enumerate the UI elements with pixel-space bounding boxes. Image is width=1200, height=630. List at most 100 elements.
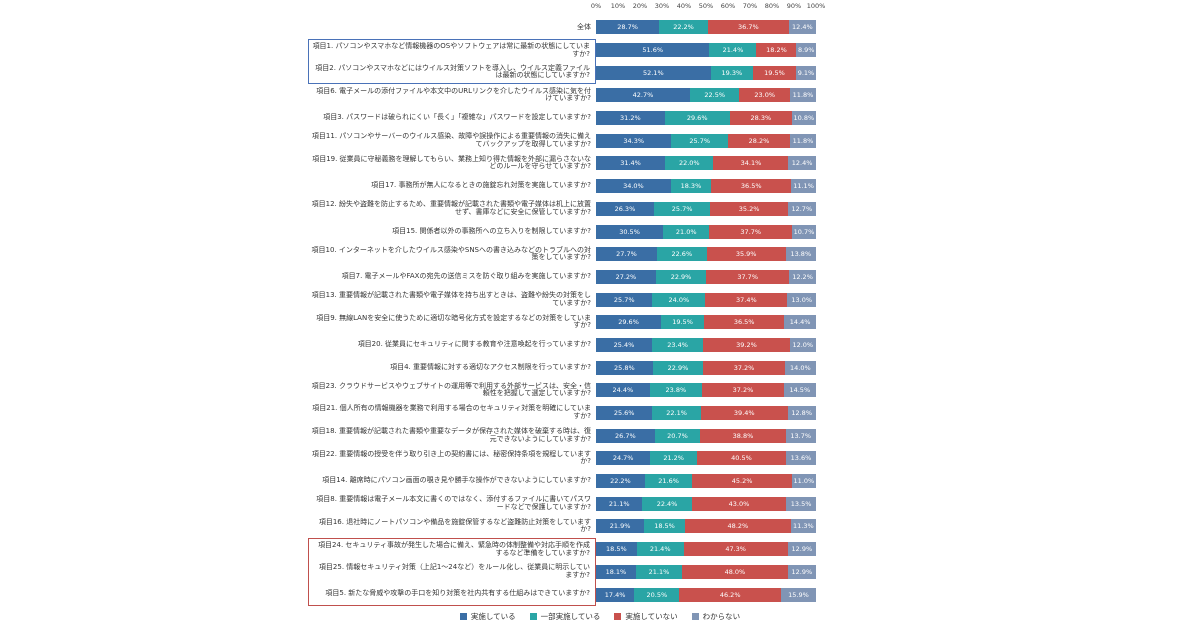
bar-segment: 24.7% <box>596 451 651 466</box>
chart-row: 項目3. パスワードは破られにくい「長く」「複雑な」パスワードを設定していますか… <box>308 107 816 130</box>
segment-value: 19.5% <box>764 68 785 77</box>
segment-value: 24.0% <box>668 295 690 304</box>
row-label: 項目15. 関係者以外の事務所への立ち入りを制限していますか? <box>392 226 591 235</box>
segment-value: 28.2% <box>748 136 770 145</box>
bar-segment: 37.2% <box>702 383 784 398</box>
segment-value: 22.0% <box>678 159 700 168</box>
bar-segment: 9.1% <box>795 65 816 80</box>
stacked-bar: 27.2% 22.9% 37.7% 12.2% <box>596 269 816 284</box>
segment-value: 48.0% <box>724 567 746 576</box>
bar-segment: 18.1% <box>596 564 636 579</box>
bar-segment: 27.7% <box>596 247 657 262</box>
chart-row: 項目19. 従業員に守秘義務を理解してもらい、業務上知り得た情報を外部に漏らさな… <box>308 152 816 175</box>
bar-segment: 10.8% <box>791 111 816 126</box>
segment-value: 18.5% <box>606 545 627 554</box>
stacked-bar: 25.7% 24.0% 37.4% 13.0% <box>596 292 816 307</box>
segment-value: 48.2% <box>727 522 749 531</box>
bar-segment: 48.2% <box>684 519 791 534</box>
stacked-bar: 22.2% 21.6% 45.2% 11.0% <box>596 474 816 489</box>
stacked-bar: 21.9% 18.5% 48.2% 11.3% <box>596 519 816 534</box>
bar-segment: 36.5% <box>711 179 792 194</box>
segment-value: 42.7% <box>632 91 654 100</box>
axis-tick: 60% <box>720 2 736 10</box>
bar-segment: 12.8% <box>787 406 816 421</box>
segment-value: 23.4% <box>667 340 688 349</box>
chart-row: 項目14. 離席時にパソコン画面の覗き見や勝手な操作ができないようにしていますか… <box>308 470 816 493</box>
row-label: 項目22. 重要情報の授受を伴う取り引き上の契約書には、秘密保持条項を規程してい… <box>311 449 591 466</box>
segment-value: 18.1% <box>605 567 627 576</box>
segment-value: 51.6% <box>642 46 664 55</box>
stacked-bar: 31.2% 29.6% 28.3% 10.8% <box>596 111 816 126</box>
segment-value: 13.6% <box>790 454 812 463</box>
stacked-bar: 25.6% 22.1% 39.4% 12.8% <box>596 406 816 421</box>
segment-value: 12.4% <box>791 159 813 168</box>
chart-row: 項目11. パソコンやサーバーのウイルス感染、故障や誤操作による重要情報の消失に… <box>308 129 816 152</box>
segment-value: 18.5% <box>654 522 675 531</box>
segment-value: 11.3% <box>792 522 814 531</box>
bar-segment: 26.3% <box>596 201 654 216</box>
segment-value: 10.7% <box>793 227 815 236</box>
segment-value: 19.5% <box>672 318 693 327</box>
segment-value: 22.5% <box>704 91 726 100</box>
stacked-bar: 34.3% 25.7% 28.2% 11.8% <box>596 133 816 148</box>
segment-value: 37.2% <box>732 386 754 395</box>
chart-row: 項目4. 重要情報に対する適切なアクセス制限を行っていますか? 25.8% 22.9… <box>308 356 816 379</box>
bar-segment: 45.2% <box>692 474 792 489</box>
bar-segment: 38.8% <box>700 428 786 443</box>
legend-item: 一部実施している <box>529 611 600 622</box>
chart-row: 項目18. 重要情報が記載された書類や重要なデータが保存された媒体を破棄する時は… <box>308 424 816 447</box>
stacked-bar: 26.3% 25.7% 35.2% 12.7% <box>596 201 816 216</box>
bar-segment: 27.2% <box>596 269 656 284</box>
stacked-bar: 31.4% 22.0% 34.1% 12.4% <box>596 156 816 171</box>
segment-value: 20.7% <box>667 431 688 440</box>
row-label: 項目9. 無線LANを安全に使うために適切な暗号化方式を設定するなどの対策をして… <box>316 313 591 330</box>
segment-value: 34.0% <box>623 182 644 191</box>
bar-segment: 22.0% <box>665 156 714 171</box>
bar-segment: 12.9% <box>787 542 816 557</box>
bar-segment: 25.7% <box>671 133 728 148</box>
bar-segment: 11.8% <box>790 88 816 103</box>
bar-segment: 36.5% <box>704 315 785 330</box>
bar-segment: 37.4% <box>705 292 788 307</box>
bar-segment: 12.4% <box>788 156 816 171</box>
segment-value: 36.5% <box>740 182 762 191</box>
segment-value: 11.8% <box>792 136 814 145</box>
bar-segment: 36.7% <box>707 20 789 35</box>
bar-segment: 25.7% <box>596 292 653 307</box>
bar-segment: 22.6% <box>656 247 707 262</box>
bar-segment: 21.1% <box>635 564 683 579</box>
segment-value: 11.8% <box>792 91 814 100</box>
stacked-bar: 25.4% 23.4% 39.2% 12.0% <box>596 337 816 352</box>
row-label: 項目7. 電子メールやFAXの宛先の送信ミスを防ぐ取り組みを実施していますか? <box>341 272 591 281</box>
bar-segment: 22.4% <box>642 496 692 511</box>
chart-row: 項目1. パソコンやスマホなど情報機器のOSやソフトウェアは常に最新の状態にして… <box>308 38 816 62</box>
segment-value: 22.9% <box>667 363 689 372</box>
chart-row: 項目20. 従業員にセキュリティに関する教育や注意喚起を行っていますか? 25.4… <box>308 334 816 357</box>
bar-segment: 20.7% <box>654 428 701 443</box>
bar-segment: 25.4% <box>596 337 652 352</box>
bar-segment: 20.5% <box>634 587 680 602</box>
bar-segment: 21.0% <box>663 224 710 239</box>
bar-segment: 31.4% <box>596 156 666 171</box>
stacked-bar: 26.7% 20.7% 38.8% 13.7% <box>596 428 816 443</box>
segment-value: 21.6% <box>658 477 679 486</box>
bar-segment: 42.7% <box>596 88 690 103</box>
bar-segment: 10.7% <box>792 224 816 239</box>
axis-tick: 10% <box>610 2 626 10</box>
bar-segment: 31.2% <box>596 111 665 126</box>
legend-label: 実施している <box>470 612 516 621</box>
segment-value: 37.7% <box>737 272 758 281</box>
legend-swatch <box>691 613 699 620</box>
chart-row: 項目6. 電子メールの添付ファイルや本文中のURLリンクを介したウイルス感染に気… <box>308 84 816 107</box>
bar-segment: 14.5% <box>783 383 816 398</box>
bar-segment: 14.0% <box>784 360 816 375</box>
bar-segment: 21.2% <box>650 451 697 466</box>
segment-value: 27.2% <box>615 272 637 281</box>
axis-tick: 0% <box>590 2 602 10</box>
bar-segment: 22.2% <box>659 20 708 35</box>
legend-label: わからない <box>702 612 741 621</box>
segment-value: 11.1% <box>793 182 814 191</box>
bar-segment: 22.5% <box>689 88 740 103</box>
bar-segment: 25.8% <box>596 360 653 375</box>
row-label: 項目23. クラウドサービスやウェブサイトの運用等で利用する外部サービスは、安全… <box>311 381 591 398</box>
